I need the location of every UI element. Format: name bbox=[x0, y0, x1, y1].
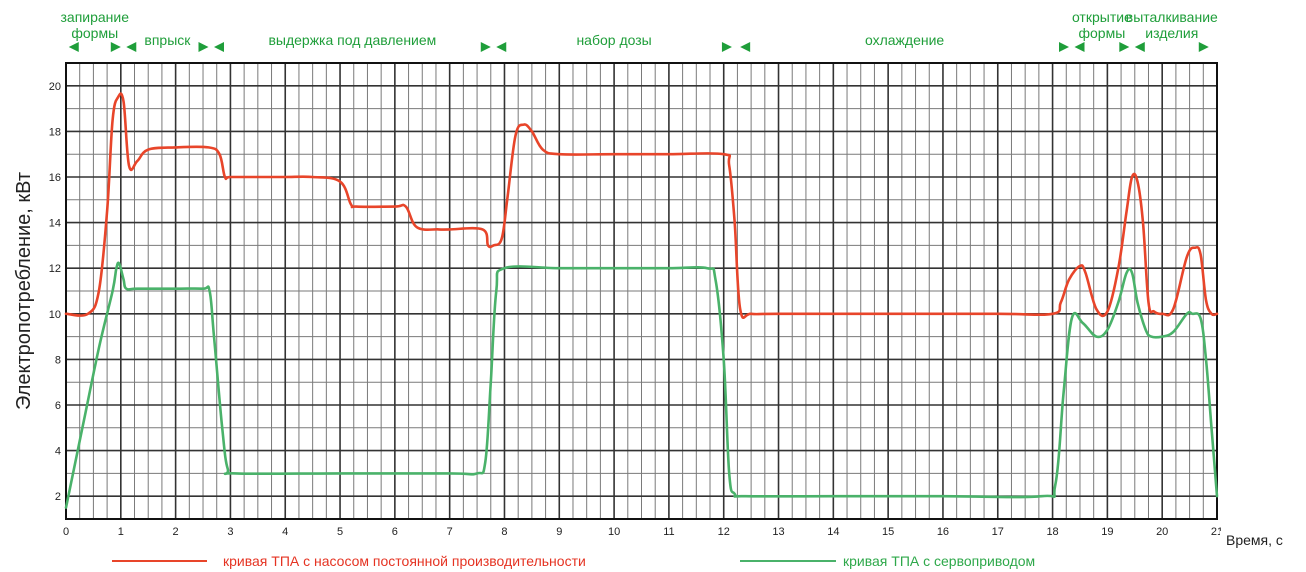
phase-label: набор дозы bbox=[576, 32, 651, 48]
x-tick-label: 3 bbox=[227, 526, 233, 538]
x-tick-label: 14 bbox=[827, 526, 839, 538]
series-layer bbox=[64, 92, 1219, 509]
x-tick-label: 16 bbox=[937, 526, 949, 538]
x-tick-label: 5 bbox=[337, 526, 343, 538]
y-tick-label: 20 bbox=[49, 81, 61, 93]
phase-end-marker bbox=[480, 42, 491, 52]
x-tick-label: 8 bbox=[501, 526, 507, 538]
y-tick-label: 10 bbox=[49, 309, 61, 321]
x-tick-label: 19 bbox=[1101, 526, 1113, 538]
x-tick-label: 17 bbox=[992, 526, 1004, 538]
x-axis-title-background bbox=[1220, 531, 1302, 549]
phase-end-marker bbox=[1198, 42, 1209, 52]
x-tick-label: 7 bbox=[447, 526, 453, 538]
legend-label-constant-pump: кривая ТПА с насосом постоянной производ… bbox=[223, 553, 586, 569]
x-tick-label: 4 bbox=[282, 526, 288, 538]
x-tick-label: 11 bbox=[663, 526, 674, 538]
x-tick-label: 6 bbox=[392, 526, 398, 538]
phase-start-marker bbox=[213, 42, 224, 52]
legend-label-servo: кривая ТПА с сервоприводом bbox=[843, 553, 1035, 569]
x-tick-label: 1 bbox=[118, 526, 124, 538]
phase-end-marker bbox=[110, 42, 121, 52]
phase-end-marker bbox=[1059, 42, 1070, 52]
y-tick-label: 2 bbox=[55, 491, 61, 503]
y-tick-labels: 2 4 6 8 10 12 14 16 18 20 bbox=[49, 81, 61, 503]
y-tick-label: 8 bbox=[55, 354, 61, 366]
phase-label: запирание bbox=[61, 9, 130, 25]
y-tick-label: 16 bbox=[49, 172, 61, 184]
x-axis-title: Время, с bbox=[1226, 532, 1283, 548]
series-line-constant-pump bbox=[64, 92, 1219, 319]
x-tick-label: 20 bbox=[1156, 526, 1168, 538]
x-tick-label: 13 bbox=[772, 526, 784, 538]
phase-label: охлаждение bbox=[865, 32, 944, 48]
phase-start-marker bbox=[126, 42, 137, 52]
phase-start-marker bbox=[1134, 42, 1145, 52]
phase-end-marker bbox=[721, 42, 732, 52]
phase-start-marker bbox=[496, 42, 507, 52]
series-line-servo bbox=[64, 261, 1219, 509]
x-tick-label: 9 bbox=[556, 526, 562, 538]
y-tick-label: 6 bbox=[55, 400, 61, 412]
phase-start-marker bbox=[68, 42, 79, 52]
phase-label: формы bbox=[1079, 25, 1126, 41]
legend: кривая ТПА с насосом постоянной производ… bbox=[112, 553, 1035, 569]
y-tick-label: 14 bbox=[49, 218, 61, 230]
phase-label: выталкивание bbox=[1126, 9, 1218, 25]
x-tick-labels: 0 1 2 3 4 5 6 7 8 9 10 11 12 13 14 15 16 17 18 19 20 21 bbox=[63, 526, 1223, 538]
phase-start-marker bbox=[1074, 42, 1085, 52]
phase-label: изделия bbox=[1145, 25, 1198, 41]
phase-label: формы bbox=[71, 25, 118, 41]
x-tick-label: 0 bbox=[63, 526, 69, 538]
plot-frame bbox=[65, 62, 1218, 520]
x-tick-label: 15 bbox=[882, 526, 894, 538]
y-tick-label: 4 bbox=[55, 446, 61, 458]
phase-label: открытие bbox=[1072, 9, 1132, 25]
y-tick-label: 12 bbox=[49, 263, 61, 275]
phase-end-marker bbox=[1119, 42, 1130, 52]
x-tick-label: 2 bbox=[173, 526, 179, 538]
x-tick-label: 10 bbox=[608, 526, 620, 538]
x-tick-label: 12 bbox=[718, 526, 730, 538]
y-axis-title: Электропотребление, кВт bbox=[13, 172, 35, 410]
x-tick-label: 18 bbox=[1046, 526, 1058, 538]
phase-start-marker bbox=[740, 42, 751, 52]
phase-end-marker bbox=[198, 42, 209, 52]
phase-label: впрыск bbox=[144, 32, 191, 48]
phase-label: выдержка под давлением bbox=[268, 32, 436, 48]
y-tick-label: 18 bbox=[49, 126, 61, 138]
